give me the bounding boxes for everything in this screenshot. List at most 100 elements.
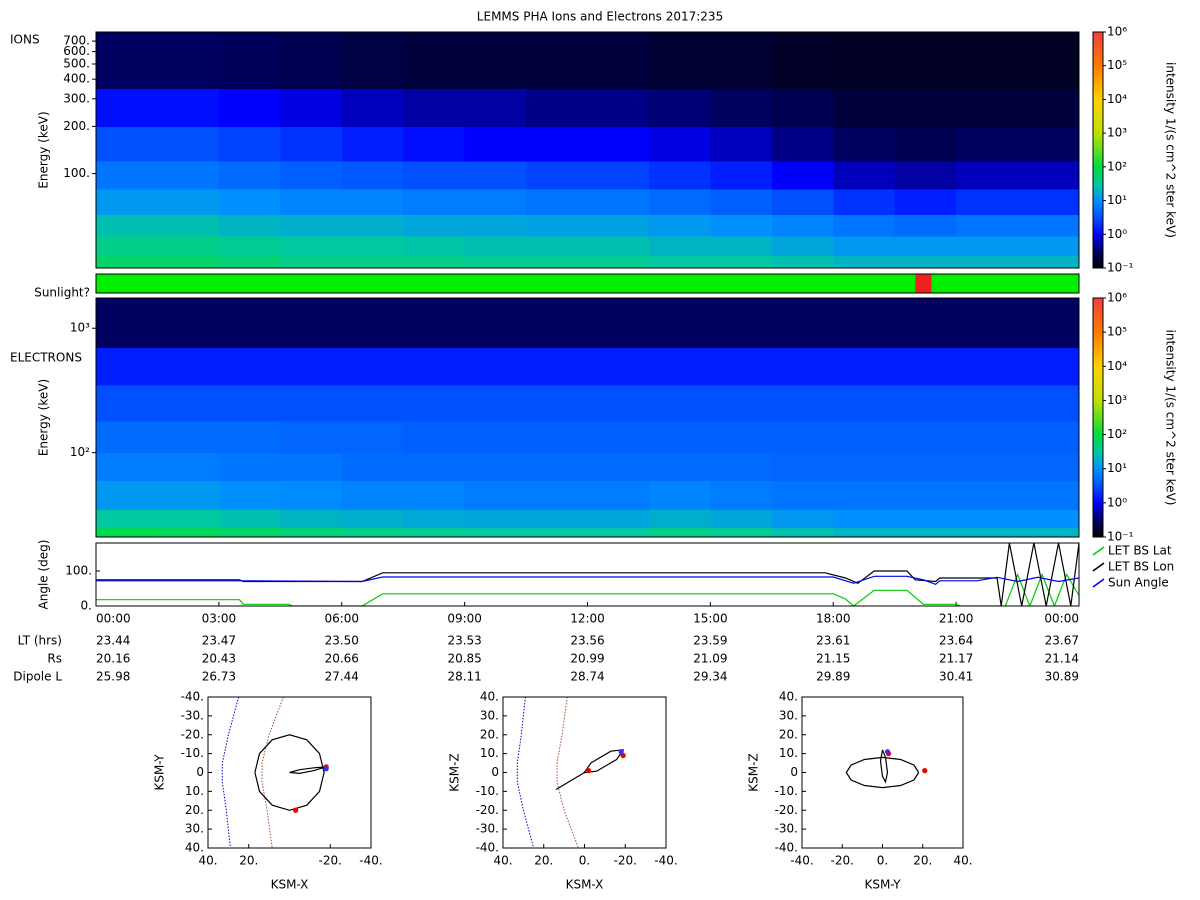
x-axis-label: KSM-Y xyxy=(864,878,901,892)
ephemeris-value: 20.43 xyxy=(202,652,236,666)
plot-frame xyxy=(207,696,372,849)
heatmap-cell xyxy=(157,452,220,481)
heatmap-cell xyxy=(464,347,527,386)
legend-label: Sun Angle xyxy=(1108,576,1169,590)
heatmap-cell xyxy=(1017,452,1080,481)
heatmap-cell xyxy=(341,161,404,190)
heatmap-cell xyxy=(1017,298,1080,349)
heatmap-cell xyxy=(648,527,711,538)
heatmap-cell xyxy=(833,347,896,386)
heatmap-cell xyxy=(341,480,404,510)
heatmap-cell xyxy=(587,298,650,349)
heatmap-cell xyxy=(403,255,466,269)
heatmap-cell xyxy=(464,188,527,215)
heatmap-cell xyxy=(280,527,343,538)
heatmap-cell xyxy=(587,347,650,386)
heatmap-cell xyxy=(403,161,466,190)
heatmap-cell xyxy=(710,188,773,215)
heatmap-cell xyxy=(894,452,957,481)
y-tick-label: 20. xyxy=(779,727,798,741)
y-tick-label: 10³ xyxy=(70,321,90,335)
heatmap-cell xyxy=(771,384,834,422)
heatmap-cell xyxy=(648,509,711,529)
y-tick-label: 40. xyxy=(185,841,204,855)
ephemeris-value: 23.44 xyxy=(96,634,130,648)
heatmap-cell xyxy=(1017,509,1080,529)
x-tick-label: 15:00 xyxy=(693,612,728,626)
y-tick-label: 20. xyxy=(480,727,499,741)
heatmap-cell xyxy=(157,347,220,386)
y-tick-label: 40. xyxy=(779,690,798,704)
heatmap-cell xyxy=(157,480,220,510)
heatmap-cell xyxy=(341,126,404,162)
heatmap-cell xyxy=(1017,255,1080,269)
heatmap-cell xyxy=(280,509,343,529)
ephemeris-row-label: LT (hrs) xyxy=(18,634,62,648)
heatmap-cell xyxy=(771,452,834,481)
heatmap-cell xyxy=(648,32,711,89)
y-tick-label: -30. xyxy=(181,708,204,722)
heatmap-cell xyxy=(218,188,281,215)
heatmap-cell xyxy=(648,298,711,349)
heatmap-cell xyxy=(648,88,711,127)
x-tick-label: 06:00 xyxy=(324,612,359,626)
colorbar xyxy=(1092,297,1104,538)
heatmap-cell xyxy=(710,509,773,529)
heatmap-cell xyxy=(464,161,527,190)
y-tick-label: 0 xyxy=(491,765,499,779)
heatmap-cell xyxy=(341,509,404,529)
heatmap-cell xyxy=(833,298,896,349)
colorbar-tick-label: 10⁵ xyxy=(1107,58,1127,72)
x-tick-label: 09:00 xyxy=(447,612,482,626)
series-line xyxy=(96,575,1079,585)
heatmap-cell xyxy=(771,509,834,529)
heatmap-cell xyxy=(157,509,220,529)
heatmap-cell xyxy=(464,298,527,349)
heatmap-cell xyxy=(587,527,650,538)
y-axis-label: KSM-Y xyxy=(153,754,167,791)
figure-title: LEMMS PHA Ions and Electrons 2017:235 xyxy=(477,10,723,24)
heatmap-cell xyxy=(403,480,466,510)
y-tick-label: 700. xyxy=(63,34,90,48)
heatmap-cell xyxy=(956,298,1019,349)
heatmap-cell xyxy=(341,235,404,257)
heatmap-cell xyxy=(956,527,1019,538)
y-tick-label: 300. xyxy=(63,91,90,105)
heatmap-cell xyxy=(464,384,527,422)
heatmap-cell xyxy=(648,255,711,269)
heatmap-cell xyxy=(833,384,896,422)
colorbar-tick-label: 10⁵ xyxy=(1107,325,1127,339)
series-line xyxy=(555,771,585,791)
heatmap-cell xyxy=(464,509,527,529)
y-tick-label: -10. xyxy=(181,746,204,760)
x-tick-label: -20. xyxy=(319,854,342,868)
heatmap-cell xyxy=(280,88,343,127)
ephemeris-value: 20.99 xyxy=(570,652,604,666)
heatmap-cell xyxy=(1017,126,1080,162)
y-tick-label: 20. xyxy=(185,803,204,817)
ephemeris-value: 28.74 xyxy=(570,670,604,684)
heatmap-cell xyxy=(526,32,588,89)
heatmap-cell xyxy=(833,88,896,127)
heatmap-cell xyxy=(96,255,158,269)
heatmap-cell xyxy=(894,235,957,257)
heatmap-cell xyxy=(341,347,404,386)
y-tick-label: 600. xyxy=(63,44,90,58)
heatmap-cell xyxy=(526,347,588,386)
ephemeris-value: 21.17 xyxy=(939,652,973,666)
heatmap-cell xyxy=(710,126,773,162)
heatmap-cell xyxy=(218,298,281,349)
heatmap-cell xyxy=(218,235,281,257)
heatmap-cell xyxy=(280,452,343,481)
heatmap-cell xyxy=(1017,88,1080,127)
heatmap-cell xyxy=(526,384,588,422)
heatmap-cell xyxy=(526,298,588,349)
heatmap-cell xyxy=(218,480,281,510)
ephemeris-value: 21.15 xyxy=(816,652,850,666)
x-tick-label: -40. xyxy=(790,854,813,868)
heatmap-cell xyxy=(894,384,957,422)
heatmap-cell xyxy=(526,214,588,237)
heatmap-cell xyxy=(464,480,527,510)
x-tick-label: 00:00 xyxy=(1044,612,1079,626)
